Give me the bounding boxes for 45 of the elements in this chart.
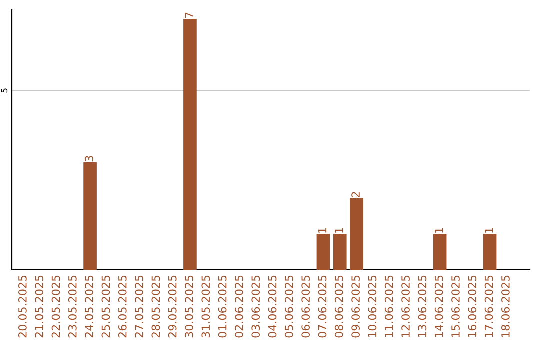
x-tick-label: 05.06.2025 (284, 276, 294, 338)
x-tick-label: 12.06.2025 (402, 276, 410, 338)
x-tick-label: 04.06.2025 (268, 276, 277, 338)
x-tick-label: 02.06.2025 (235, 276, 244, 338)
bar (316, 234, 330, 270)
x-tick-label: 16.06.2025 (468, 276, 477, 338)
x-tick-label: 06.06.2025 (302, 276, 310, 338)
x-tick-label: 31.05.2025 (202, 276, 210, 338)
x-tick-label: 03.06.2025 (252, 276, 260, 338)
x-tick-label: 20.05.2025 (18, 276, 27, 338)
x-tick-label: 24.05.2025 (85, 276, 94, 338)
bar (483, 234, 497, 270)
x-tick-label: 18.06.2025 (502, 276, 510, 338)
x-tick-label: 30.05.2025 (185, 276, 194, 338)
data-label: 3 (85, 156, 94, 162)
bar (350, 198, 364, 270)
x-tick-label: 01.06.2025 (218, 276, 227, 338)
bar (184, 18, 197, 270)
x-tick-label: 25.05.2025 (102, 276, 110, 338)
x-tick-label: 11.06.2025 (384, 276, 394, 338)
x-tick-label: 15.06.2025 (452, 276, 460, 338)
bar (333, 234, 347, 270)
x-tick-label: 08.06.2025 (334, 276, 344, 338)
x-tick-label: 21.05.2025 (35, 276, 44, 338)
bar (84, 162, 97, 270)
x-tick-label: 10.06.2025 (368, 276, 377, 338)
data-label: 1 (484, 228, 494, 233)
x-tick-label: 28.05.2025 (152, 276, 160, 338)
x-tick-label: 22.05.2025 (52, 276, 60, 338)
x-tick-label: 13.06.2025 (418, 276, 427, 338)
data-label: 7 (185, 12, 194, 18)
data-label: 1 (435, 228, 444, 233)
x-tick-label: 26.05.2025 (118, 276, 127, 338)
x-tick-label: 23.05.2025 (68, 276, 77, 338)
data-label: 2 (352, 192, 360, 198)
x-tick-label: 29.05.2025 (168, 276, 177, 338)
x-tick-label: 17.06.2025 (484, 276, 494, 338)
x-tick-label: 07.06.2025 (318, 276, 327, 338)
x-tick-label: 14.06.2025 (434, 276, 444, 338)
bar (433, 234, 447, 270)
data-label: 1 (335, 228, 344, 233)
x-tick-label: 27.05.2025 (135, 276, 144, 338)
data-label: 1 (318, 228, 327, 233)
x-tick-label: 09.06.2025 (352, 276, 360, 338)
y-tick-label: 5 (1, 88, 8, 93)
